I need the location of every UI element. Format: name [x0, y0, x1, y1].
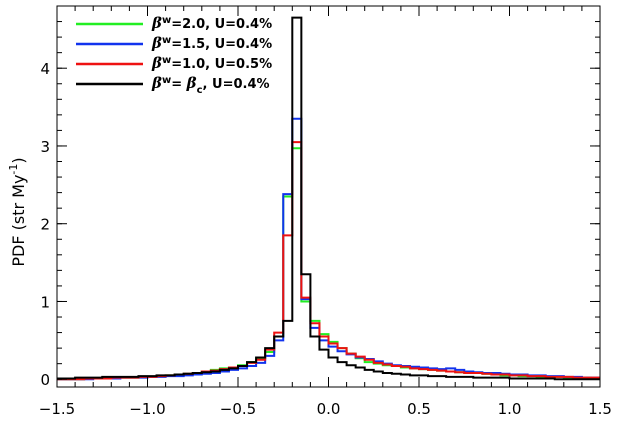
y-tick-label: 1 [40, 293, 50, 311]
legend-beta-symbol: β [151, 14, 162, 32]
y-axis-title-close: ) [9, 157, 28, 163]
series-layer [57, 16, 600, 381]
x-tick-label: −0.5 [220, 400, 256, 418]
ticks-layer: −1.5 −1.0 −0.5 0.0 0.5 1.0 1.5 0 1 2 3 4 [39, 6, 612, 418]
x-tick-label: −1.5 [39, 400, 75, 418]
legend-beta-symbol: β [151, 74, 162, 92]
y-axis-title: PDF (str My-1) [7, 157, 28, 266]
y-tick-label: 2 [40, 216, 50, 234]
legend-entry-3: βw=1.0, U=0.5% [151, 54, 272, 72]
x-tick-label: 1.0 [498, 400, 522, 418]
x-tick-label: 1.5 [588, 400, 612, 418]
legend-beta-symbol: β [186, 74, 197, 92]
legend-text: =2.0, U=0.4% [171, 17, 272, 32]
y-tick-label: 4 [40, 60, 50, 78]
legend-subscript: w [162, 15, 171, 26]
y-axis-title-main: PDF (str My [9, 175, 28, 267]
legend-text: =1.0, U=0.5% [171, 57, 272, 72]
legend-entry-1: βw=2.0, U=0.4% [151, 14, 272, 32]
series-line-3 [57, 141, 600, 381]
legend-text: =1.5, U=0.4% [171, 37, 272, 52]
legend-entry-4: βw= βc, U=0.4% [151, 74, 270, 96]
legend-text: , U=0.4% [203, 77, 270, 92]
y-tick-label: 3 [40, 138, 50, 156]
legend-subscript: w [162, 35, 171, 46]
legend-subscript: w [162, 75, 171, 86]
legend-subscript: w [162, 55, 171, 66]
series-line-4 [57, 16, 600, 381]
legend-entry-2: βw=1.5, U=0.4% [151, 34, 272, 52]
y-tick-label: 0 [40, 371, 50, 389]
x-tick-label: −1.0 [129, 400, 165, 418]
legend-beta-symbol: β [151, 34, 162, 52]
legend: βw=2.0, U=0.4%βw=1.5, U=0.4%βw=1.0, U=0.… [76, 14, 272, 96]
legend-subscript: c [197, 85, 203, 96]
y-axis-title-sup: -1 [7, 164, 20, 175]
x-tick-label: 0.5 [407, 400, 431, 418]
legend-text: = [171, 77, 186, 92]
legend-beta-symbol: β [151, 54, 162, 72]
x-tick-label: 0.0 [317, 400, 341, 418]
